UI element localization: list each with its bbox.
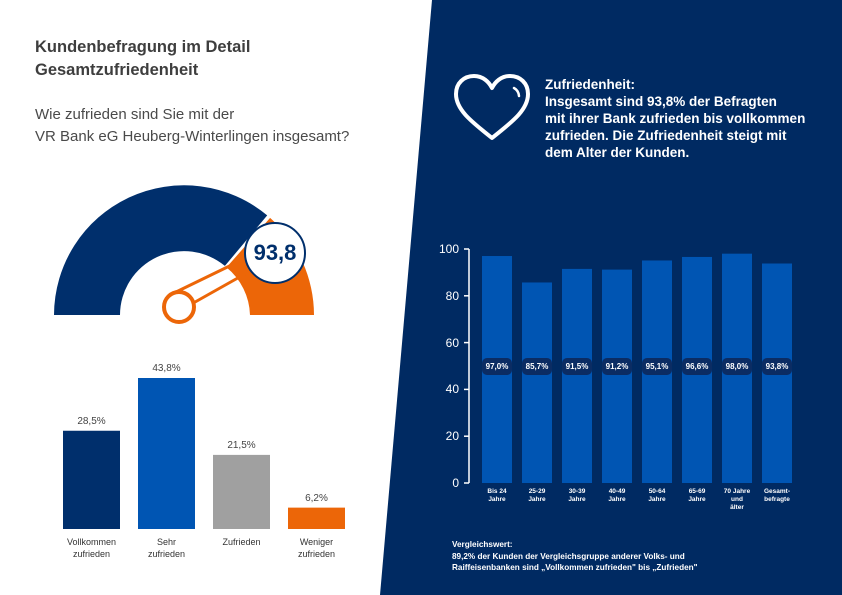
y-tick-label: 100 [438,242,459,256]
gauge-value-badge: 93,8 [244,222,306,284]
y-tick-label: 40 [445,382,459,397]
category-label-line: befragte [764,496,790,503]
category-label-line: Jahre [688,496,706,503]
comparison-line-1: 89,2% der Kunden der Vergleichsgruppe an… [452,552,685,561]
age-bar [522,282,552,483]
category-label-line [479,504,515,512]
category-label-line: Jahre [608,496,626,503]
category-label-line: Sehr [156,537,176,547]
title-line-2: Gesamtzufriedenheit [35,61,199,79]
category-label-line: Gesamt- [763,488,790,495]
distribution-category-label: Vollkommen zufrieden [55,536,128,560]
distribution-value-label: 6,2% [305,492,328,504]
info-line-1: Insgesamt sind 93,8% der Befragten [545,94,777,109]
category-label-line: 50-64 [648,488,666,495]
comparison-text: 89,2% der Kunden der Vergleichsgruppe an… [452,551,698,573]
info-line-2: mit ihrer Bank zufrieden bis vollkommen [545,111,806,126]
distribution-category-label: Zufrieden [205,536,278,560]
age-bar-value-label: 95,1% [642,358,672,375]
category-label-line: 40-49 [608,488,626,495]
category-label-line: Bis 24 [487,488,507,495]
category-label-line [599,504,635,512]
y-tick-label: 80 [445,288,459,303]
age-bar [562,268,592,483]
category-label-line: zufrieden [72,549,111,559]
gauge-arc-navy [54,185,268,315]
category-label-line: 25-29 [528,488,546,495]
page-title: Kundenbefragung im Detail Gesamtzufriede… [35,36,250,82]
distribution-bar [138,378,195,529]
category-label-line: Zufrieden [222,537,261,547]
category-label-line [519,504,555,512]
category-label-line [679,504,715,512]
info-line-3: zufrieden. Die Zufriedenheit steigt mit [545,128,787,143]
info-heading: Zufriedenheit: [545,77,635,92]
age-category-label: Bis 24 Jahre [479,488,515,512]
y-tick-label: 0 [452,476,459,490]
heart-icon [454,74,530,140]
age-category-label: 40-49 Jahre [599,488,635,512]
distribution-value-label: 21,5% [227,439,256,451]
category-label-line [759,504,795,512]
comparison-title: Vergleichswert: [452,540,513,549]
category-label-line: und [731,496,743,503]
age-category-label: 30-39 Jahre [559,488,595,512]
question-line-2: VR Bank eG Heuberg-Winterlingen insgesam… [35,128,350,145]
category-label-line: Vollkommen [66,537,117,547]
satisfaction-distribution-chart [63,378,345,529]
category-label-line: Jahre [648,496,666,503]
gauge-needle-hub [162,290,196,324]
age-category-label: 50-64 Jahre [639,488,675,512]
y-tick-label: 60 [445,335,459,350]
age-bar [602,269,632,483]
y-tick-label: 20 [445,429,459,444]
age-bar-value-label: 85,7% [522,358,552,375]
category-label-line: älter [730,504,744,511]
category-label-line: Jahre [528,496,546,503]
distribution-bar [63,430,120,529]
survey-question: Wie zufrieden sind Sie mit der VR Bank e… [35,104,349,148]
category-label-line: Jahre [488,496,506,503]
distribution-bar [213,454,270,529]
category-label-line: 70 Jahre [723,488,751,495]
category-label-line: zufrieden [147,549,186,559]
age-bar-value-label: 93,8% [762,358,792,375]
category-label-line [639,504,675,512]
title-line-1: Kundenbefragung im Detail [35,38,251,56]
distribution-bar [288,507,345,529]
age-category-label: 70 Jahre und älter [719,488,755,512]
category-label-line: zufrieden [297,549,336,559]
age-category-label: 65-69 Jahre [679,488,715,512]
category-label-line [559,504,595,512]
age-bar-value-label: 91,5% [562,358,592,375]
distribution-value-label: 43,8% [152,363,181,374]
age-bar-value-label: 97,0% [482,358,512,375]
category-label-line: 65-69 [688,488,706,495]
comparison-line-2: Raiffeisenbanken sind „Vollkommen zufrie… [452,563,698,572]
age-category-label: Gesamt-befragte [759,488,795,512]
info-line-4: dem Alter der Kunden. [545,145,690,160]
question-line-1: Wie zufrieden sind Sie mit der [35,106,235,123]
distribution-category-label: Weniger zufrieden [280,536,353,560]
age-bar-value-label: 96,6% [682,358,712,375]
category-label-line: Jahre [568,496,586,503]
age-bar-value-label: 98,0% [722,358,752,375]
category-label-line: Weniger [299,537,334,547]
distribution-category-label: Sehr zufrieden [130,536,203,560]
distribution-value-label: 28,5% [77,415,106,427]
age-category-label: 25-29 Jahre [519,488,555,512]
info-text: Insgesamt sind 93,8% der Befragten mit i… [545,93,815,161]
age-bar-value-label: 91,2% [602,358,632,375]
category-label-line: 30-39 [568,488,586,495]
